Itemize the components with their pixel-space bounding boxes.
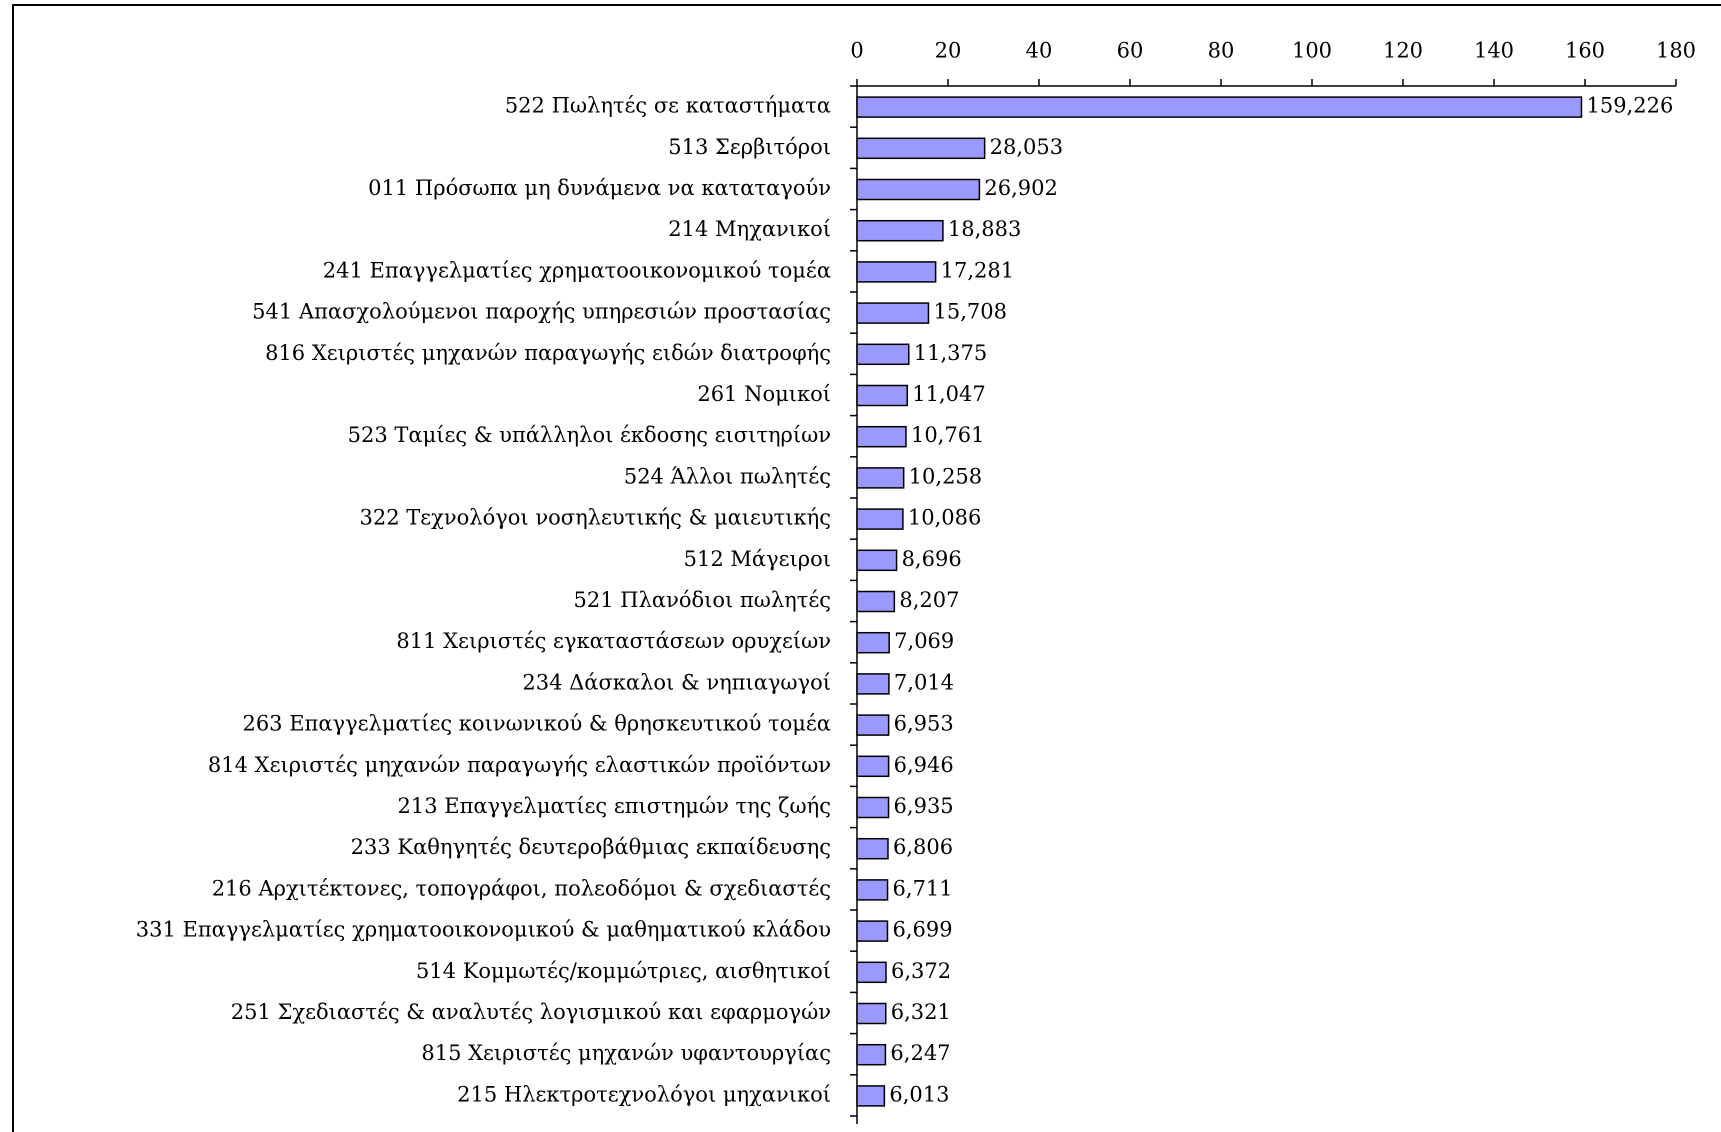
bar	[856, 879, 889, 901]
bar	[856, 755, 890, 778]
bar	[856, 549, 898, 572]
value-label: 26,902	[984, 176, 1057, 200]
y-tick-label: 241 Επαγγελματίες χρηματοοικονομικού τομ…	[323, 258, 831, 282]
y-tick-label: 215 Ηλεκτροτεχνολόγοι μηχανικοί	[457, 1082, 831, 1106]
bar	[856, 837, 889, 860]
y-tick-label: 541 Απασχολούμενοι παροχής υπηρεσιών προ…	[252, 300, 831, 324]
bar	[856, 343, 910, 366]
frame	[12, 4, 1721, 1132]
y-tick-label: 261 Νομικοί	[697, 382, 831, 406]
bar	[856, 631, 890, 654]
value-label: 6,372	[891, 959, 951, 983]
value-label: 7,014	[894, 670, 954, 694]
y-tick-label: 233 Καθηγητές δευτεροβάθμιας εκπαίδευσης	[351, 835, 831, 859]
bar	[856, 467, 905, 489]
y-tick-label: 512 Μάγειροι	[684, 547, 831, 571]
y-tick-label: 251 Σχεδιαστές & αναλυτές λογισμικού και…	[231, 1000, 831, 1024]
y-tick-label: 513 Σερβιτόροι	[668, 135, 831, 159]
bar	[856, 1043, 887, 1066]
value-label: 6,946	[894, 753, 954, 777]
bar	[856, 96, 1583, 118]
bar	[856, 961, 887, 984]
value-label: 8,207	[899, 588, 959, 612]
value-label: 15,708	[933, 300, 1006, 324]
bar	[856, 137, 986, 160]
bar	[856, 302, 930, 324]
y-tick-label: 322 Τεχνολόγοι νοσηλευτικής & μαιευτικής	[359, 506, 831, 530]
value-label: 6,711	[893, 876, 953, 900]
bar	[856, 219, 944, 242]
x-tick-label: 180	[1656, 39, 1696, 63]
value-label: 6,247	[890, 1041, 950, 1065]
x-tick-label: 80	[1208, 39, 1235, 63]
value-label: 10,258	[909, 464, 982, 488]
x-tick-label: 100	[1292, 39, 1332, 63]
y-tick-label: 216 Αρχιτέκτονες, τοπογράφοι, πολεοδόμοι…	[212, 876, 831, 900]
y-tick-label: 514 Κομμωτές/κομμώτριες, αισθητικοί	[416, 959, 831, 983]
value-label: 159,226	[1586, 94, 1673, 118]
y-tick-label: 331 Επαγγελματίες χρηματοοικονομικού & μ…	[136, 918, 831, 942]
y-tick-label: 214 Μηχανικοί	[668, 217, 831, 241]
y-tick-label: 811 Χειριστές εγκαταστάσεων ορυχείων	[396, 629, 831, 653]
value-label: 6,806	[893, 835, 953, 859]
value-label: 11,375	[914, 341, 987, 365]
y-tick-label: 523 Ταμίες & υπάλληλοι έκδοσης εισιτηρίω…	[348, 423, 831, 447]
y-tick-label: 011 Πρόσωπα μη δυνάμενα να καταταγούν	[368, 176, 831, 200]
value-label: 10,086	[908, 506, 981, 530]
y-tick-label: 816 Χειριστές μηχανών παραγωγής ειδών δι…	[265, 341, 831, 365]
bar	[856, 508, 904, 530]
y-tick-label: 814 Χειριστές μηχανών παραγωγής ελαστικώ…	[208, 753, 831, 777]
value-label: 18,883	[948, 217, 1021, 241]
y-tick-label: 522 Πωλητές σε καταστήματα	[505, 94, 831, 118]
value-label: 28,053	[990, 135, 1063, 159]
value-label: 11,047	[912, 382, 985, 406]
x-tick-label: 160	[1565, 39, 1605, 63]
y-tick-label: 213 Επαγγελματίες επιστημών της ζωής	[397, 794, 831, 818]
x-tick-label: 20	[935, 39, 962, 63]
value-label: 6,953	[894, 712, 954, 736]
value-label: 17,281	[941, 258, 1014, 282]
x-tick-label: 40	[1026, 39, 1053, 63]
bar	[856, 261, 937, 283]
bar	[856, 673, 890, 695]
bar	[856, 796, 890, 819]
y-tick-label: 521 Πλανόδιοι πωλητές	[574, 588, 831, 612]
value-label: 6,699	[892, 918, 952, 942]
y-tick-label: 815 Χειριστές μηχανών υφαντουργίας	[421, 1041, 831, 1065]
x-tick-label: 120	[1383, 39, 1423, 63]
value-label: 8,696	[902, 547, 962, 571]
value-label: 6,935	[894, 794, 954, 818]
x-tick-label: 60	[1117, 39, 1144, 63]
value-label: 10,761	[911, 423, 984, 447]
value-label: 7,069	[894, 629, 954, 653]
bar	[856, 1002, 887, 1025]
value-label: 6,013	[889, 1082, 949, 1106]
y-tick-label: 263 Επαγγελματίες κοινωνικού & θρησκευτι…	[242, 712, 831, 736]
bar	[856, 384, 909, 407]
bar	[856, 425, 907, 448]
bar	[856, 590, 896, 613]
value-label: 6,321	[891, 1000, 951, 1024]
bar	[856, 1085, 886, 1107]
x-tick-label: 140	[1474, 39, 1514, 63]
bar	[856, 714, 890, 736]
y-tick-label: 234 Δάσκαλοι & νηπιαγωγοί	[522, 670, 831, 694]
y-tick-label: 524 Άλλοι πωλητές	[624, 464, 831, 488]
bar	[856, 920, 889, 942]
x-tick-label: 0	[850, 39, 863, 63]
bar	[856, 178, 981, 201]
